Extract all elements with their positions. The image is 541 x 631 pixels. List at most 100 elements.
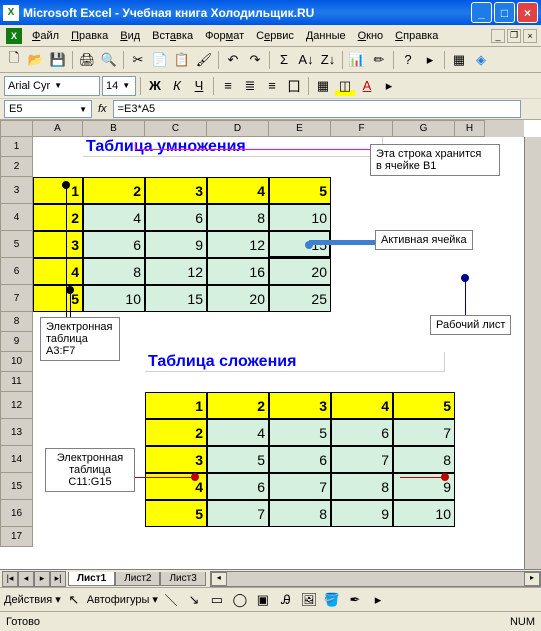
cell[interactable]: 4 (83, 204, 145, 231)
row-header-11[interactable]: 11 (0, 372, 33, 392)
row-header-1[interactable]: 1 (0, 137, 33, 157)
bold-button[interactable]: Ж (145, 76, 165, 96)
tab-prev[interactable]: ◂ (18, 571, 34, 587)
mdi-restore[interactable]: ❐ (507, 29, 521, 43)
maximize-button[interactable]: □ (494, 2, 515, 23)
autoshapes-menu[interactable]: Автофигуры ▾ (87, 593, 158, 606)
cell[interactable]: 5 (269, 419, 331, 446)
col-header-D[interactable]: D (207, 120, 269, 137)
mdi-minimize[interactable]: _ (491, 29, 505, 43)
col-header-A[interactable]: A (33, 120, 83, 137)
row-header-3[interactable]: 3 (0, 177, 33, 204)
cell[interactable]: 9 (145, 231, 207, 258)
row-header-6[interactable]: 6 (0, 258, 33, 285)
menu-view[interactable]: Вид (114, 28, 146, 44)
menu-edit[interactable]: Правка (65, 28, 114, 44)
menu-data[interactable]: Данные (300, 28, 352, 44)
menu-file[interactable]: Файл (26, 28, 65, 44)
cell[interactable]: 4 (207, 419, 269, 446)
sort-asc-icon[interactable]: A↓ (296, 50, 316, 70)
fmt-more-icon[interactable]: ▸ (379, 76, 399, 96)
cell[interactable]: 15 (145, 285, 207, 312)
cell[interactable]: 16 (207, 258, 269, 285)
tab-next[interactable]: ▸ (34, 571, 50, 587)
cell[interactable]: 3 (145, 177, 207, 204)
col-header-C[interactable]: C (145, 120, 207, 137)
close-button[interactable]: × (517, 2, 538, 23)
cell[interactable]: 1 (33, 177, 83, 204)
cell[interactable]: 5 (207, 446, 269, 473)
name-box[interactable]: E5▼ (4, 100, 92, 118)
textbox-icon[interactable]: ▣ (253, 590, 273, 610)
fx-label[interactable]: fx (98, 103, 107, 115)
cell[interactable]: 6 (145, 204, 207, 231)
fmt-painter-icon[interactable]: 🖌 (194, 50, 214, 70)
new-icon[interactable]: 🗋 (4, 50, 24, 70)
sheet-tab-2[interactable]: Лист2 (115, 572, 160, 586)
font-size-combo[interactable]: 14▼ (102, 76, 136, 96)
cell[interactable]: 4 (331, 392, 393, 419)
cell[interactable]: 10 (83, 285, 145, 312)
col-header-H[interactable]: H (455, 120, 485, 137)
tb-pivot-icon[interactable]: ▦ (449, 50, 469, 70)
cell[interactable]: 3 (33, 231, 83, 258)
row-header-12[interactable]: 12 (0, 392, 33, 419)
cell[interactable]: 8 (269, 500, 331, 527)
cell[interactable]: 3 (145, 446, 207, 473)
menu-insert[interactable]: Вставка (146, 28, 199, 44)
row-header-17[interactable]: 17 (0, 527, 33, 547)
cell[interactable]: 8 (393, 446, 455, 473)
italic-button[interactable]: К (167, 76, 187, 96)
cell[interactable]: 1 (145, 392, 207, 419)
cell[interactable]: 5 (145, 500, 207, 527)
preview-icon[interactable]: 🔍 (99, 50, 119, 70)
cell[interactable]: 25 (269, 285, 331, 312)
line-color-icon[interactable]: ✒ (345, 590, 365, 610)
sheet-tab-3[interactable]: Лист3 (160, 572, 205, 586)
row-header-2[interactable]: 2 (0, 157, 33, 177)
cell[interactable]: 8 (331, 473, 393, 500)
cell[interactable]: 10 (393, 500, 455, 527)
draw-more-icon[interactable]: ▸ (368, 590, 388, 610)
cell[interactable]: 8 (207, 204, 269, 231)
col-header-E[interactable]: E (269, 120, 331, 137)
menu-help[interactable]: Справка (389, 28, 444, 44)
select-arrow-icon[interactable]: ↖ (64, 590, 84, 610)
align-right-icon[interactable]: ≡ (262, 76, 282, 96)
cell[interactable]: 2 (145, 419, 207, 446)
font-name-combo[interactable]: Arial Cyr▼ (4, 76, 100, 96)
cell[interactable]: 10 (269, 204, 331, 231)
col-header-G[interactable]: G (393, 120, 455, 137)
merge-icon[interactable]: ⼞ (284, 76, 304, 96)
formula-input[interactable]: =E3*A5 (113, 100, 521, 118)
fill-color-icon[interactable]: ◫ (335, 76, 355, 96)
tb-more-icon[interactable]: ▸ (420, 50, 440, 70)
font-color-icon[interactable]: А (357, 76, 377, 96)
sheet-tab-1[interactable]: Лист1 (68, 572, 115, 586)
cell[interactable]: 5 (33, 285, 83, 312)
tab-first[interactable]: |◂ (2, 571, 18, 587)
row-header-14[interactable]: 14 (0, 446, 33, 473)
row-header-10[interactable]: 10 (0, 352, 33, 372)
oval-icon[interactable]: ◯ (230, 590, 250, 610)
drawing-icon[interactable]: ✏ (369, 50, 389, 70)
row-header-7[interactable]: 7 (0, 285, 33, 312)
underline-button[interactable]: Ч (189, 76, 209, 96)
align-left-icon[interactable]: ≡ (218, 76, 238, 96)
redo-icon[interactable]: ↷ (245, 50, 265, 70)
cell[interactable]: 12 (145, 258, 207, 285)
row-header-15[interactable]: 15 (0, 473, 33, 500)
tab-last[interactable]: ▸| (50, 571, 66, 587)
vertical-scrollbar[interactable] (524, 137, 541, 569)
cell[interactable]: 3 (269, 392, 331, 419)
cell[interactable]: 4 (207, 177, 269, 204)
tb-misc-icon[interactable]: ◈ (471, 50, 491, 70)
arrow-line-icon[interactable]: ↘ (184, 590, 204, 610)
row-header-9[interactable]: 9 (0, 332, 33, 352)
align-center-icon[interactable]: ≣ (240, 76, 260, 96)
clipart-icon[interactable]: 🖼 (299, 590, 319, 610)
chart-icon[interactable]: 📊 (347, 50, 367, 70)
paste-icon[interactable]: 📋 (172, 50, 192, 70)
cell[interactable]: 7 (393, 419, 455, 446)
cell[interactable]: 9 (331, 500, 393, 527)
